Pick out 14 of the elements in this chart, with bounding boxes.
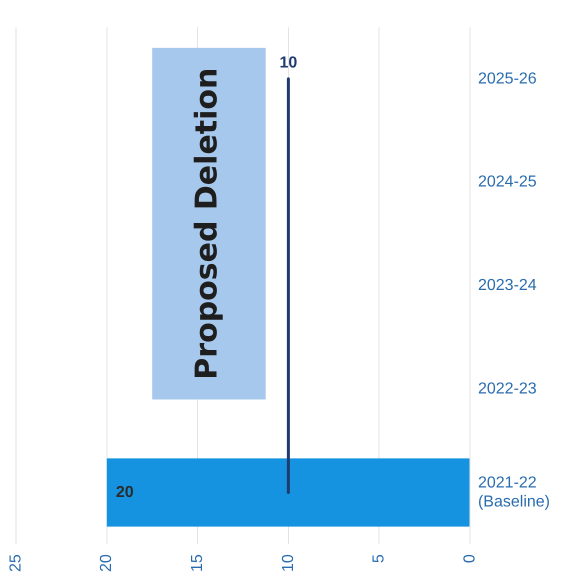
y-tick-label: 2021-22 (Baseline) [478, 474, 550, 511]
x-tick-label: 10 [280, 554, 297, 572]
y-tick-label: 2024-25 [478, 174, 537, 191]
y-tick-label: 2025-26 [478, 70, 537, 88]
x-tick-label: 0 [461, 554, 478, 564]
y-tick-label: 2023-24 [478, 277, 537, 294]
y-tick-label: 2022-23 [478, 380, 537, 398]
data-label: 10 [279, 54, 298, 72]
data-label: 20 [116, 484, 134, 501]
x-tick-label: 15 [188, 554, 206, 572]
x-tick-label: 5 [370, 554, 388, 564]
x-tick-label: 20 [98, 554, 116, 572]
x-tick-label: 25 [7, 554, 24, 572]
annotation: Proposed Deletion [190, 68, 225, 380]
